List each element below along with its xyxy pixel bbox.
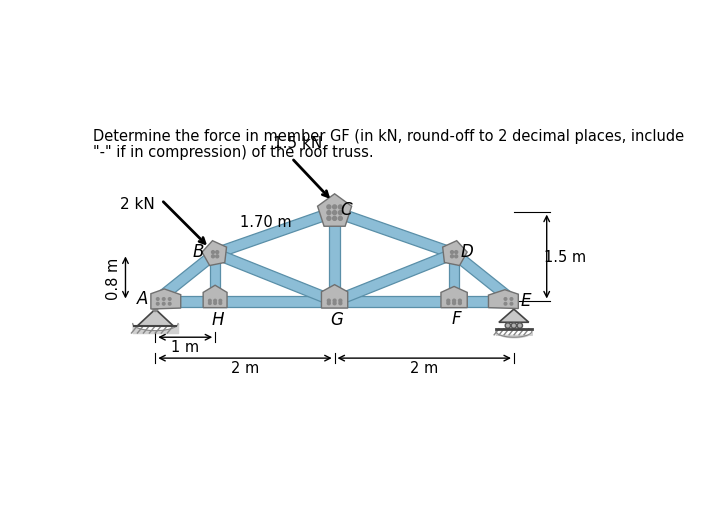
Circle shape — [327, 211, 331, 215]
Circle shape — [447, 300, 450, 302]
Circle shape — [153, 307, 158, 312]
Circle shape — [212, 256, 214, 258]
Circle shape — [511, 298, 513, 301]
Circle shape — [455, 251, 457, 254]
Circle shape — [455, 256, 457, 258]
Polygon shape — [449, 254, 460, 302]
Circle shape — [333, 300, 336, 302]
Circle shape — [458, 302, 461, 305]
Circle shape — [339, 300, 342, 302]
Circle shape — [447, 302, 450, 305]
Circle shape — [333, 206, 336, 210]
Polygon shape — [333, 249, 456, 307]
Polygon shape — [321, 285, 348, 308]
Polygon shape — [152, 250, 219, 306]
Circle shape — [209, 300, 212, 302]
Circle shape — [219, 300, 222, 302]
Text: D: D — [461, 243, 474, 261]
Polygon shape — [151, 289, 181, 309]
Text: A: A — [136, 289, 148, 307]
Circle shape — [511, 303, 513, 305]
Text: 1.5 kN: 1.5 kN — [273, 135, 322, 150]
Polygon shape — [329, 212, 340, 302]
Polygon shape — [203, 286, 227, 308]
Circle shape — [209, 302, 212, 305]
Circle shape — [338, 217, 342, 221]
Text: 1.70 m: 1.70 m — [240, 215, 292, 230]
Circle shape — [452, 300, 455, 302]
Circle shape — [450, 256, 453, 258]
Text: 0.8 m: 0.8 m — [106, 257, 121, 299]
Text: C: C — [341, 201, 352, 218]
Circle shape — [216, 251, 219, 254]
Polygon shape — [333, 207, 456, 259]
Text: 2 m: 2 m — [231, 360, 259, 375]
Text: G: G — [331, 310, 343, 329]
Text: 2 m: 2 m — [410, 360, 438, 375]
Circle shape — [163, 303, 165, 305]
Circle shape — [327, 217, 331, 221]
Circle shape — [333, 217, 336, 221]
Polygon shape — [156, 296, 514, 307]
Circle shape — [517, 323, 523, 329]
Polygon shape — [210, 254, 221, 302]
Polygon shape — [202, 241, 227, 266]
Circle shape — [168, 303, 171, 305]
Circle shape — [328, 300, 331, 302]
Circle shape — [216, 256, 219, 258]
Polygon shape — [488, 290, 518, 309]
Text: 1.5 m: 1.5 m — [543, 249, 586, 265]
Circle shape — [168, 298, 171, 301]
Circle shape — [504, 298, 507, 301]
Text: 1 m: 1 m — [171, 339, 199, 354]
Text: H: H — [212, 310, 224, 329]
Circle shape — [214, 300, 217, 302]
Text: F: F — [452, 309, 461, 327]
Circle shape — [333, 302, 336, 305]
Text: B: B — [193, 243, 204, 261]
Polygon shape — [214, 207, 336, 259]
Circle shape — [338, 211, 342, 215]
Polygon shape — [138, 309, 174, 326]
Circle shape — [511, 323, 516, 329]
Text: "-" if in compression) of the roof truss.: "-" if in compression) of the roof truss… — [92, 145, 374, 160]
Circle shape — [504, 303, 507, 305]
Polygon shape — [213, 249, 336, 307]
Circle shape — [163, 298, 165, 301]
Circle shape — [458, 300, 461, 302]
Circle shape — [219, 302, 222, 305]
Text: Determine the force in member GF (in kN, round-off to 2 decimal places, include: Determine the force in member GF (in kN,… — [92, 129, 684, 144]
Circle shape — [505, 323, 511, 329]
Circle shape — [214, 302, 217, 305]
Circle shape — [452, 302, 455, 305]
Circle shape — [156, 298, 159, 301]
Circle shape — [156, 303, 159, 305]
Text: 2 kN: 2 kN — [120, 196, 155, 211]
Text: E: E — [521, 291, 531, 309]
Polygon shape — [318, 194, 351, 227]
Polygon shape — [451, 250, 517, 306]
Circle shape — [339, 302, 342, 305]
Circle shape — [333, 211, 336, 215]
Polygon shape — [499, 309, 529, 323]
Polygon shape — [442, 241, 467, 266]
Circle shape — [328, 302, 331, 305]
Circle shape — [212, 251, 214, 254]
Polygon shape — [441, 287, 467, 308]
Circle shape — [327, 206, 331, 210]
Circle shape — [338, 206, 342, 210]
Circle shape — [450, 251, 453, 254]
